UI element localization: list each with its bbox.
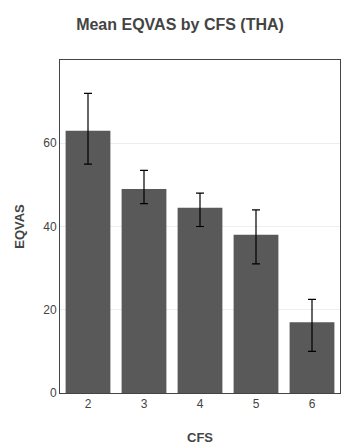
svg-text:Mean EQVAS by CFS (THA): Mean EQVAS by CFS (THA)	[76, 16, 284, 33]
svg-text:EQVAS: EQVAS	[12, 204, 27, 249]
svg-text:0: 0	[50, 386, 57, 400]
svg-text:3: 3	[141, 397, 148, 411]
svg-text:40: 40	[43, 220, 57, 234]
svg-text:2: 2	[85, 397, 92, 411]
svg-text:5: 5	[253, 397, 260, 411]
svg-text:20: 20	[43, 303, 57, 317]
svg-text:6: 6	[309, 397, 316, 411]
svg-text:60: 60	[43, 136, 57, 150]
svg-text:4: 4	[197, 397, 204, 411]
svg-text:CFS: CFS	[187, 430, 213, 445]
